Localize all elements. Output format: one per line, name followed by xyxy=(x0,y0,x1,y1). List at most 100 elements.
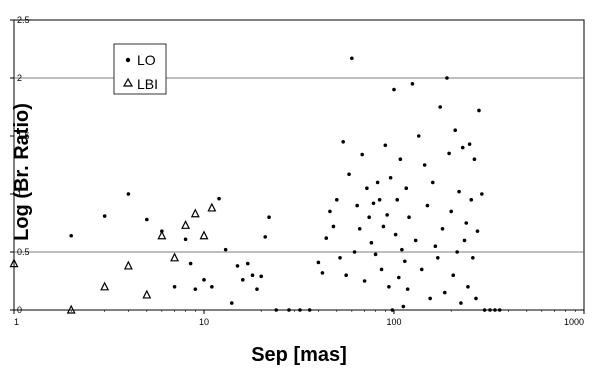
point-lo xyxy=(416,134,421,138)
point-lo xyxy=(355,203,359,208)
point-lo xyxy=(69,233,73,238)
point-lo xyxy=(379,267,384,272)
point-lo xyxy=(267,215,271,219)
point-lo xyxy=(475,229,480,233)
point-lo xyxy=(392,87,396,92)
y-tick-label: 2 xyxy=(17,73,22,83)
point-lo xyxy=(422,163,427,167)
point-lo xyxy=(102,214,107,218)
gridlines xyxy=(14,77,584,253)
point-lo xyxy=(377,198,382,202)
point-lo xyxy=(425,203,430,208)
point-lo xyxy=(145,217,149,222)
point-lo xyxy=(217,196,221,201)
point-lo xyxy=(263,235,268,239)
point-lo xyxy=(287,308,291,312)
point-lo xyxy=(428,296,432,301)
point-lo xyxy=(387,285,391,289)
legend: LO LBI xyxy=(113,43,167,95)
point-lo xyxy=(240,278,245,282)
point-lbi xyxy=(181,219,191,229)
point-lo xyxy=(360,152,364,157)
point-lo xyxy=(462,238,467,243)
point-lo xyxy=(430,180,435,185)
data-points xyxy=(9,56,502,314)
point-lo xyxy=(442,290,447,295)
point-lo xyxy=(324,236,329,240)
y-axis-title: Log (Br. Ratio) xyxy=(11,103,33,241)
y-tick-label: 1 xyxy=(17,189,22,199)
point-lo xyxy=(357,227,362,231)
point-lo xyxy=(229,301,234,305)
point-lo xyxy=(316,260,321,265)
y-tick-label: 1.5 xyxy=(17,131,30,141)
point-lo xyxy=(497,308,502,312)
point-lo xyxy=(435,255,440,260)
point-lo xyxy=(362,279,367,283)
legend-label-lo: LO xyxy=(137,52,156,68)
point-lo xyxy=(223,247,228,252)
x-tick-label: 1 xyxy=(14,317,19,327)
point-lo xyxy=(393,232,398,237)
point-lo xyxy=(235,264,240,268)
point-lo xyxy=(471,255,475,260)
point-lo xyxy=(474,296,478,301)
point-lbi xyxy=(123,260,133,270)
point-lo xyxy=(373,252,378,257)
y-tick-label: 0.5 xyxy=(17,247,30,257)
point-lo xyxy=(447,151,451,156)
point-lo xyxy=(341,140,345,144)
point-lo xyxy=(413,238,418,243)
point-lo xyxy=(464,221,469,225)
point-lo xyxy=(453,128,458,132)
point-lo xyxy=(419,267,424,272)
x-tick-label: 10 xyxy=(199,317,209,327)
point-lo xyxy=(472,157,477,161)
point-lo xyxy=(493,308,497,312)
point-lo xyxy=(395,198,400,202)
point-lo xyxy=(298,308,302,312)
point-lo xyxy=(398,157,403,161)
point-lo xyxy=(307,308,312,312)
point-lo xyxy=(477,108,481,113)
point-lo xyxy=(467,142,472,146)
point-lo xyxy=(438,105,442,109)
point-lo xyxy=(210,285,214,289)
point-lbi xyxy=(142,289,152,299)
point-lo xyxy=(460,145,465,150)
point-lo xyxy=(274,308,279,312)
point-lbi xyxy=(100,281,110,291)
legend-box xyxy=(113,43,167,95)
point-lo xyxy=(250,273,255,278)
point-lo xyxy=(390,308,395,312)
point-lo xyxy=(480,192,484,196)
point-lo xyxy=(459,301,463,305)
point-lo xyxy=(369,240,374,245)
y-axis-ticks: 0 0.5 1 1.5 2 2.5 xyxy=(10,15,30,315)
point-lo xyxy=(365,186,369,190)
x-axis-ticks: 1 10 100 1000 xyxy=(13,310,585,327)
point-lo xyxy=(172,285,177,289)
point-lo xyxy=(320,271,325,275)
point-lo xyxy=(433,244,438,248)
point-lo xyxy=(183,237,188,242)
x-tick-label: 100 xyxy=(386,317,401,327)
point-lo xyxy=(331,224,336,229)
point-lbi xyxy=(207,202,217,212)
point-lo xyxy=(126,192,131,196)
point-lbi xyxy=(199,230,209,240)
point-lo xyxy=(328,209,332,214)
point-lo xyxy=(367,215,371,219)
point-lo xyxy=(403,259,407,264)
point-lo xyxy=(188,261,193,266)
point-lbi xyxy=(9,258,19,268)
point-lbi xyxy=(190,208,200,218)
point-lo xyxy=(352,250,357,254)
point-lo xyxy=(445,76,449,80)
y-tick-label: 0 xyxy=(17,305,22,315)
point-lo xyxy=(347,172,351,177)
point-lo xyxy=(255,287,259,291)
point-lo xyxy=(202,278,206,282)
legend-label-lbi: LBI xyxy=(137,76,158,92)
